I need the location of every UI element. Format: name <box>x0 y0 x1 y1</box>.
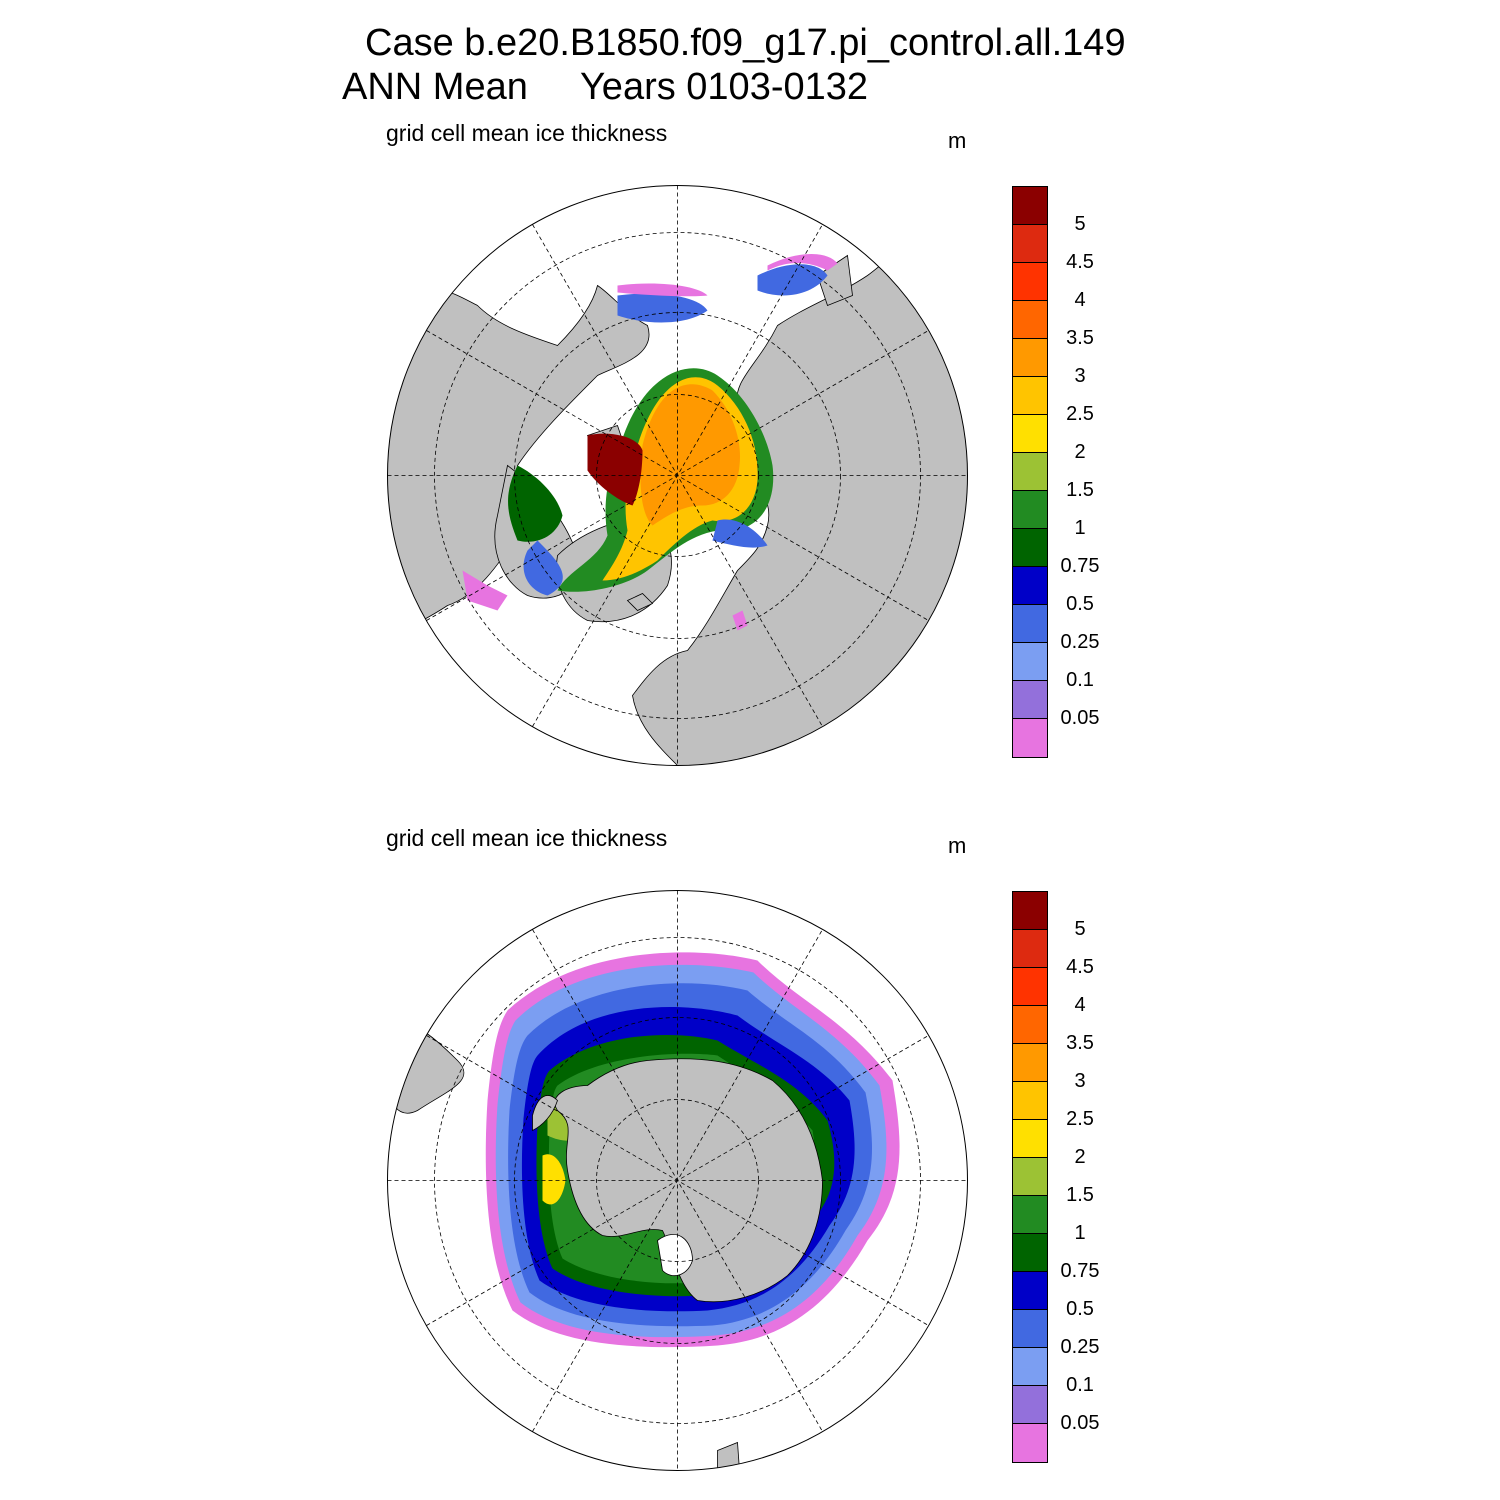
colorbar-level-label: 0.5 <box>1066 593 1094 615</box>
north-units: m <box>948 128 967 153</box>
colorbar-box <box>1013 491 1047 529</box>
colorbar-box <box>1013 225 1047 263</box>
colorbar-box <box>1013 1120 1047 1158</box>
colorbar-level-label: 0.75 <box>1060 1260 1100 1282</box>
colorbar-box <box>1013 453 1047 491</box>
north-subtitle: grid cell mean ice thickness <box>386 120 668 146</box>
colorbar-level-label: 1.5 <box>1066 1184 1094 1206</box>
north-polar-map <box>387 185 968 766</box>
south-colorbar <box>1012 891 1048 1463</box>
colorbar-level-label: 1 <box>1074 1222 1086 1244</box>
colorbar-box <box>1013 968 1047 1006</box>
title-years: Years 0103-0132 <box>579 66 869 108</box>
colorbar-box <box>1013 377 1047 415</box>
colorbar-box <box>1013 643 1047 681</box>
colorbar-box <box>1013 1234 1047 1272</box>
colorbar-level-label: 0.5 <box>1066 1298 1094 1320</box>
colorbar-box <box>1013 415 1047 453</box>
colorbar-level-label: 5 <box>1074 918 1086 940</box>
north-panel: grid cell mean ice thickness m <box>0 0 1500 766</box>
south-panel: grid cell mean ice thickness m <box>0 705 1500 1471</box>
colorbar-level-label: 0.05 <box>1060 1412 1100 1434</box>
colorbar-level-label: 4 <box>1074 289 1086 311</box>
colorbar-box <box>1013 263 1047 301</box>
colorbar-level-label: 0.1 <box>1066 1374 1094 1396</box>
colorbar-level-label: 3 <box>1074 365 1086 387</box>
colorbar-box <box>1013 1386 1047 1424</box>
colorbar-level-label: 1 <box>1074 517 1086 539</box>
north-graticule <box>387 185 968 766</box>
colorbar-level-label: 2.5 <box>1066 1108 1094 1130</box>
colorbar-level-label: 1.5 <box>1066 479 1094 501</box>
colorbar-box <box>1013 719 1047 757</box>
colorbar-box <box>1013 1044 1047 1082</box>
colorbar-box <box>1013 930 1047 968</box>
figure-title-period: ANN Mean Years 0103-0132 <box>342 68 868 106</box>
colorbar-box <box>1013 1196 1047 1234</box>
south-subtitle: grid cell mean ice thickness <box>386 825 668 851</box>
colorbar-box <box>1013 1424 1047 1462</box>
colorbar-box <box>1013 187 1047 225</box>
colorbar-box <box>1013 301 1047 339</box>
colorbar-level-label: 0.25 <box>1060 1336 1100 1358</box>
colorbar-box <box>1013 339 1047 377</box>
south-polar-map <box>387 890 968 1471</box>
colorbar-level-label: 0.1 <box>1066 669 1094 691</box>
figure-title-case: Case b.e20.B1850.f09_g17.pi_control.all.… <box>365 22 1126 64</box>
colorbar-level-label: 2 <box>1074 441 1086 463</box>
colorbar-box <box>1013 892 1047 930</box>
colorbar-level-label: 2 <box>1074 1146 1086 1168</box>
title-season: ANN Mean <box>342 66 528 108</box>
colorbar-box <box>1013 1082 1047 1120</box>
north-sea-ice <box>462 253 838 631</box>
north-colorbar <box>1012 186 1048 758</box>
colorbar-level-label: 4.5 <box>1066 956 1094 978</box>
colorbar-level-label: 2.5 <box>1066 403 1094 425</box>
colorbar-level-label: 3.5 <box>1066 1032 1094 1054</box>
colorbar-box <box>1013 1348 1047 1386</box>
colorbar-box <box>1013 1158 1047 1196</box>
colorbar-box <box>1013 681 1047 719</box>
colorbar-level-label: 0.05 <box>1060 707 1100 729</box>
colorbar-box <box>1013 529 1047 567</box>
colorbar-level-label: 5 <box>1074 213 1086 235</box>
colorbar-box <box>1013 1006 1047 1044</box>
colorbar-box <box>1013 1310 1047 1348</box>
colorbar-level-label: 3 <box>1074 1070 1086 1092</box>
colorbar-level-label: 4.5 <box>1066 251 1094 273</box>
colorbar-box <box>1013 567 1047 605</box>
colorbar-level-label: 4 <box>1074 994 1086 1016</box>
colorbar-level-label: 0.75 <box>1060 555 1100 577</box>
colorbar-box <box>1013 605 1047 643</box>
south-graticule <box>387 890 968 1471</box>
colorbar-level-label: 0.25 <box>1060 631 1100 653</box>
south-units: m <box>948 833 967 858</box>
colorbar-level-label: 3.5 <box>1066 327 1094 349</box>
colorbar-box <box>1013 1272 1047 1310</box>
